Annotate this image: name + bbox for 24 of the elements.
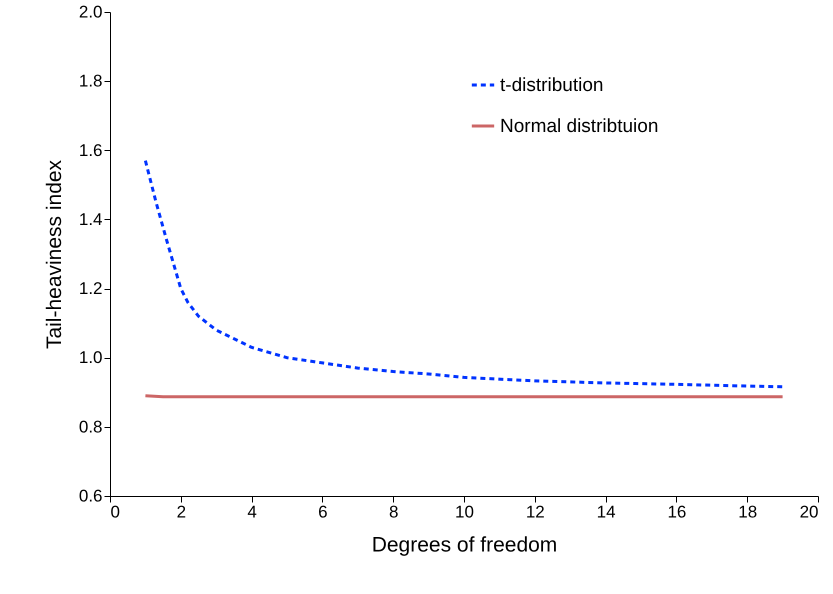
x-tick-label: 2 xyxy=(176,502,186,522)
x-tick-label: 6 xyxy=(318,502,328,522)
y-tick-label: 1.4 xyxy=(78,210,102,229)
x-axis-title: Degrees of freedom xyxy=(372,534,558,556)
x-tick-label: 10 xyxy=(455,502,474,522)
legend-label: t-distribution xyxy=(500,75,604,96)
y-axis-title: Tail-heaviness index xyxy=(42,159,66,350)
x-tick-label: 8 xyxy=(388,502,398,522)
y-tick-label: 1.0 xyxy=(78,348,102,368)
x-tick-label: 14 xyxy=(596,502,616,522)
y-tick-label: 1.6 xyxy=(78,140,102,160)
y-tick-label: 2.0 xyxy=(78,2,102,22)
y-tick-label: 1.8 xyxy=(78,72,102,91)
x-tick-label: 4 xyxy=(247,502,257,522)
y-tick-label: 0.8 xyxy=(78,417,102,436)
line-series xyxy=(144,159,784,388)
legend-label: Normal distribtuion xyxy=(500,116,658,137)
y-tick-label: 1.2 xyxy=(78,279,102,298)
x-tick-label: 16 xyxy=(667,502,686,522)
y-tick-label: 0.6 xyxy=(78,486,102,506)
x-tick-label: 18 xyxy=(738,502,758,522)
x-tick-label: 0 xyxy=(110,502,120,522)
x-tick-label: 20 xyxy=(800,502,818,522)
x-tick-label: 12 xyxy=(526,502,545,522)
